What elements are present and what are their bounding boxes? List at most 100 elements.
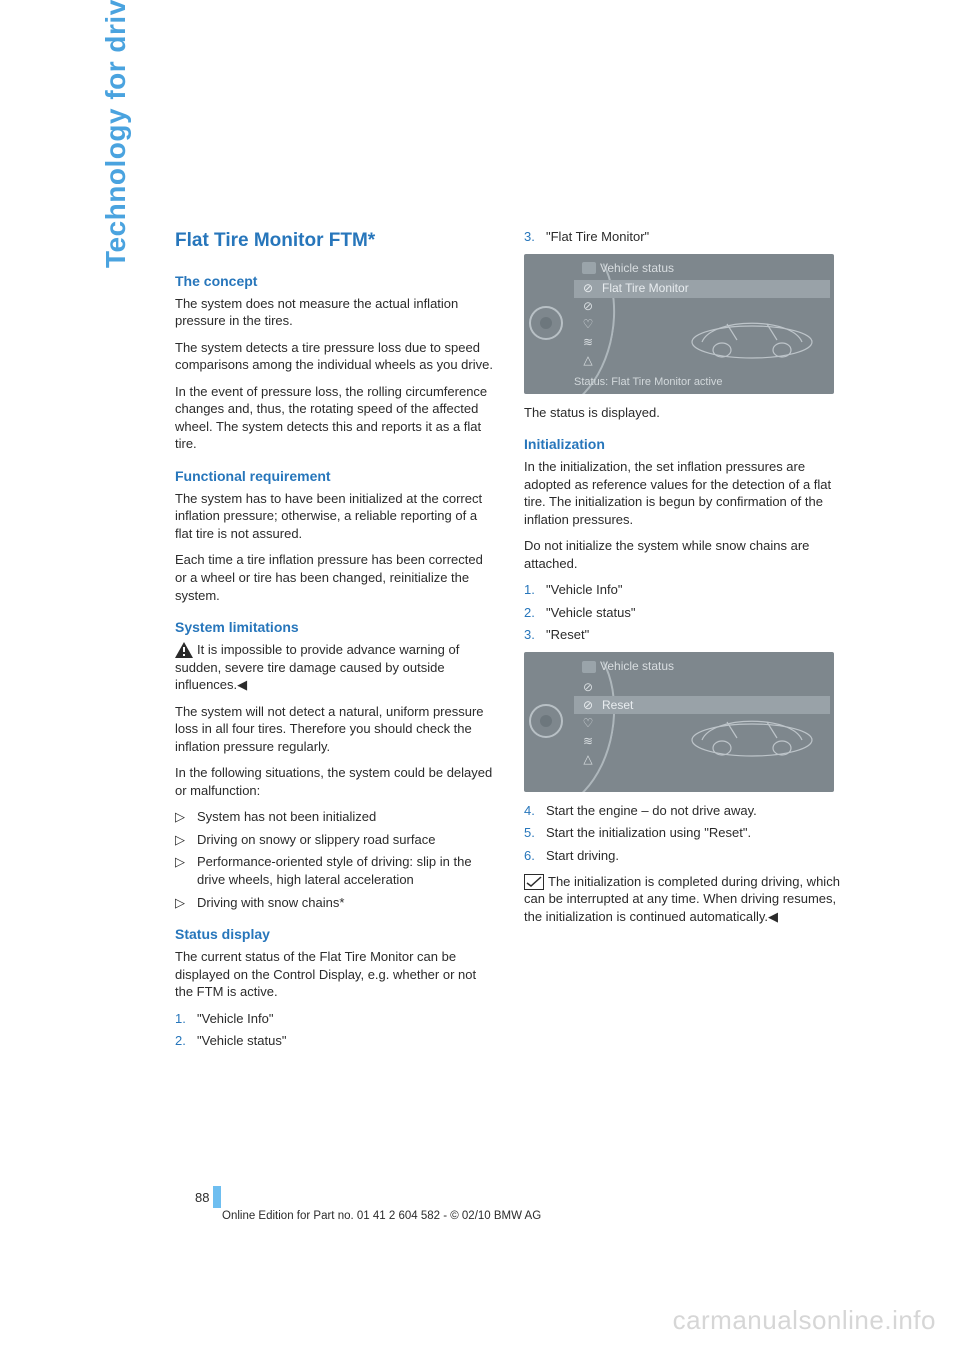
- list-item: 6.Start driving.: [524, 847, 845, 865]
- list-item: 3."Flat Tire Monitor": [524, 228, 845, 246]
- idrive-menu-icon: ≋: [574, 732, 602, 750]
- list-item-text: Driving on snowy or slippery road surfac…: [197, 831, 435, 849]
- list-item-text: Driving with snow chains*: [197, 894, 344, 912]
- body-text: The system will not detect a natural, un…: [175, 703, 496, 756]
- idrive-menu-icon: ♡: [574, 714, 602, 732]
- list-item-text: System has not been initialized: [197, 808, 376, 826]
- list-number: 1.: [175, 1010, 197, 1028]
- idrive-screenshot: Vehicle status ⊘ ⊘Reset ♡ ≋ △: [524, 652, 834, 792]
- body-text: In the event of pressure loss, the rolli…: [175, 383, 496, 453]
- bullet-icon: ▷: [175, 853, 197, 888]
- list-number: 3.: [524, 228, 546, 246]
- idrive-selected-text: Flat Tire Monitor: [602, 280, 689, 296]
- bullet-icon: ▷: [175, 831, 197, 849]
- list-item: 1."Vehicle Info": [524, 581, 845, 599]
- list-item: 3."Reset": [524, 626, 845, 644]
- warning-text: It is impossible to provide advance warn…: [175, 642, 459, 692]
- list-item-text: "Reset": [546, 626, 589, 644]
- body-text: Do not initialize the system while snow …: [524, 537, 845, 572]
- idrive-header: Vehicle status: [582, 260, 674, 276]
- list-item: 2."Vehicle status": [524, 604, 845, 622]
- note-text: The initialization is completed during d…: [524, 874, 840, 924]
- ordered-list: 4.Start the engine – do not drive away. …: [524, 802, 845, 865]
- page-title: Flat Tire Monitor FTM*: [175, 228, 496, 254]
- list-item: ▷System has not been initialized: [175, 808, 496, 826]
- list-item: 5.Start the initialization using "Reset"…: [524, 824, 845, 842]
- idrive-knob-icon: [529, 306, 563, 340]
- body-text: In the following situations, the system …: [175, 764, 496, 799]
- list-item-text: "Vehicle status": [197, 1032, 286, 1050]
- list-item-text: Start the initialization using "Reset".: [546, 824, 751, 842]
- heading-functional: Functional requirement: [175, 467, 496, 486]
- heading-limitations: System limitations: [175, 618, 496, 637]
- content-columns: Flat Tire Monitor FTM* The concept The s…: [175, 228, 845, 1058]
- warning-icon: [175, 642, 193, 658]
- body-text: The current status of the Flat Tire Moni…: [175, 948, 496, 1001]
- idrive-header-text: Vehicle status: [600, 659, 674, 673]
- note-paragraph: The initialization is completed during d…: [524, 873, 845, 926]
- idrive-menu-icons: ♡ ≋ △: [574, 714, 602, 768]
- list-item: 4.Start the engine – do not drive away.: [524, 802, 845, 820]
- page-number-text: 88: [195, 1190, 209, 1205]
- idrive-header: Vehicle status: [582, 658, 674, 674]
- body-text: Each time a tire inflation pressure has …: [175, 551, 496, 604]
- list-item: ▷Driving on snowy or slippery road surfa…: [175, 831, 496, 849]
- list-item-text: "Vehicle Info": [546, 581, 622, 599]
- idrive-selected-icon: ⊘: [580, 697, 596, 713]
- list-number: 6.: [524, 847, 546, 865]
- idrive-header-icon: [582, 262, 596, 274]
- idrive-selected-text: Reset: [602, 697, 633, 713]
- idrive-selected-icon: ⊘: [580, 280, 596, 296]
- idrive-menu-icon: ♡: [574, 316, 602, 334]
- bullet-list: ▷System has not been initialized ▷Drivin…: [175, 808, 496, 911]
- list-item: ▷Performance-oriented style of driving: …: [175, 853, 496, 888]
- idrive-menu-icon: ⊘: [574, 298, 602, 316]
- list-item-text: Start driving.: [546, 847, 619, 865]
- body-text: The system has to have been initialized …: [175, 490, 496, 543]
- watermark: carmanualsonline.info: [673, 1305, 936, 1336]
- idrive-knob-icon: [529, 704, 563, 738]
- bullet-icon: ▷: [175, 894, 197, 912]
- heading-concept: The concept: [175, 272, 496, 291]
- warning-paragraph: It is impossible to provide advance warn…: [175, 641, 496, 694]
- list-item-text: "Flat Tire Monitor": [546, 228, 649, 246]
- idrive-menu-icons: ⊘ ♡ ≋ △: [574, 298, 602, 370]
- manual-page: Technology for driving comfort and safet…: [0, 0, 960, 1358]
- bullet-icon: ▷: [175, 808, 197, 826]
- list-number: 5.: [524, 824, 546, 842]
- list-item-text: Performance-oriented style of driving: s…: [197, 853, 496, 888]
- list-item: 1."Vehicle Info": [175, 1010, 496, 1028]
- heading-initialization: Initialization: [524, 435, 845, 454]
- body-text: The system does not measure the actual i…: [175, 295, 496, 330]
- left-column: Flat Tire Monitor FTM* The concept The s…: [175, 228, 496, 1058]
- ordered-list: 3."Flat Tire Monitor": [524, 228, 845, 246]
- list-number: 4.: [524, 802, 546, 820]
- idrive-menu-icon: △: [574, 750, 602, 768]
- idrive-car-icon: [682, 302, 822, 364]
- list-item: ▷Driving with snow chains*: [175, 894, 496, 912]
- note-icon: [524, 874, 544, 890]
- body-text: The status is displayed.: [524, 404, 845, 422]
- idrive-status-line: Status: Flat Tire Monitor active: [574, 375, 723, 390]
- list-item: 2."Vehicle status": [175, 1032, 496, 1050]
- list-item-text: Start the engine – do not drive away.: [546, 802, 757, 820]
- body-text: The system detects a tire pressure loss …: [175, 339, 496, 374]
- idrive-screenshot: Vehicle status ⊘Flat Tire Monitor ⊘ ♡ ≋ …: [524, 254, 834, 394]
- idrive-header-icon: [582, 661, 596, 673]
- idrive-header-text: Vehicle status: [600, 261, 674, 275]
- page-number: 88: [195, 1186, 221, 1208]
- idrive-menu-icons: ⊘: [574, 678, 602, 696]
- ordered-list: 1."Vehicle Info" 2."Vehicle status" 3."R…: [524, 581, 845, 644]
- list-number: 3.: [524, 626, 546, 644]
- list-number: 2.: [524, 604, 546, 622]
- right-column: 3."Flat Tire Monitor" Vehicle status ⊘Fl…: [524, 228, 845, 1058]
- ordered-list: 1."Vehicle Info" 2."Vehicle status": [175, 1010, 496, 1050]
- list-item-text: "Vehicle status": [546, 604, 635, 622]
- idrive-car-icon: [682, 700, 822, 762]
- list-number: 2.: [175, 1032, 197, 1050]
- idrive-menu-icon: △: [574, 352, 602, 370]
- footer-copyright: Online Edition for Part no. 01 41 2 604 …: [222, 1210, 541, 1222]
- list-number: 1.: [524, 581, 546, 599]
- idrive-menu-icon: ⊘: [574, 678, 602, 696]
- list-item-text: "Vehicle Info": [197, 1010, 273, 1028]
